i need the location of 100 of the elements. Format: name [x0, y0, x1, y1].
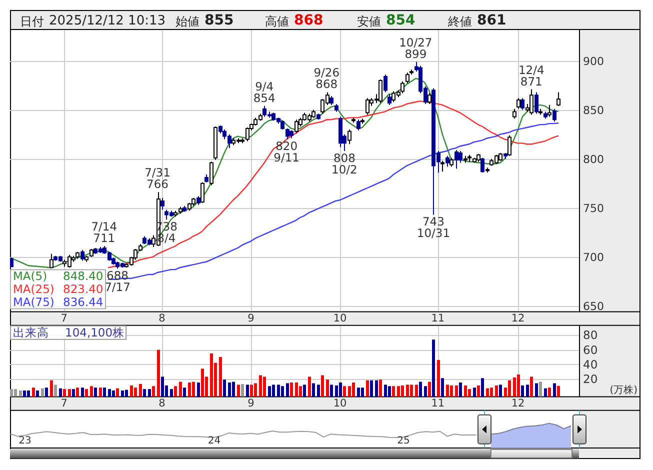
bar — [59, 388, 62, 397]
candlestick — [446, 155, 450, 168]
bar — [490, 388, 493, 397]
candlestick — [84, 255, 88, 262]
candlestick — [544, 111, 548, 120]
bar — [361, 388, 364, 397]
candlestick — [10, 257, 14, 268]
bar — [312, 383, 315, 397]
bar — [272, 384, 275, 397]
bar — [428, 382, 431, 397]
candlestick — [530, 88, 534, 116]
bar — [72, 389, 75, 397]
candlestick — [80, 249, 84, 262]
bar — [290, 382, 293, 397]
candlestick — [356, 119, 360, 131]
bar — [76, 388, 79, 397]
candlestick — [548, 104, 552, 118]
bar — [197, 382, 200, 397]
bar — [535, 383, 538, 397]
bar — [481, 378, 484, 397]
candlestick — [286, 128, 290, 140]
annotation: 688 7/17 — [104, 268, 130, 294]
bar — [148, 389, 151, 397]
bar — [317, 384, 320, 397]
annotation: 10/27 899 — [399, 35, 432, 61]
bar — [268, 386, 271, 397]
x-tick-label: 7 — [60, 398, 68, 410]
bar — [14, 389, 17, 397]
y-tick-label: 20 — [583, 372, 598, 386]
bar — [108, 389, 111, 397]
bar — [495, 385, 498, 397]
bar — [134, 388, 137, 397]
x-tick-label: 10 — [333, 398, 347, 410]
bar — [437, 360, 440, 397]
bar — [544, 388, 547, 397]
bar — [174, 386, 177, 397]
candlestick — [384, 74, 388, 93]
bar — [232, 382, 235, 397]
bar — [455, 385, 458, 397]
candlestick — [280, 120, 284, 130]
candlestick — [512, 108, 516, 120]
candlestick — [188, 202, 192, 212]
x-tick-label: 10 — [333, 312, 347, 325]
candlestick — [454, 150, 458, 170]
bar — [157, 350, 160, 397]
text: 高値 — [265, 14, 289, 28]
candlestick — [160, 198, 164, 210]
candlestick — [90, 248, 94, 258]
bar — [250, 384, 253, 397]
line-series — [10, 78, 559, 268]
x-tick-label: 24 — [208, 435, 221, 446]
y-tick-label: 700 — [583, 250, 604, 264]
bar — [179, 382, 182, 397]
bar — [188, 382, 191, 397]
bar — [259, 375, 262, 397]
bar — [557, 386, 560, 397]
x-tick-label: 12 — [511, 398, 525, 410]
annotation: 820 9/11 — [274, 139, 300, 165]
text: MA(25) — [13, 282, 54, 296]
candlestick — [538, 108, 542, 116]
bar — [424, 386, 427, 397]
bar — [161, 376, 164, 397]
bar — [121, 390, 124, 397]
x-tick-label: 7 — [60, 312, 68, 325]
bar — [326, 380, 329, 397]
bar — [32, 388, 35, 397]
annotation: 9/26 868 — [314, 66, 340, 92]
bar — [94, 388, 97, 397]
bar — [286, 383, 289, 397]
candlestick — [556, 92, 560, 106]
candlestick — [552, 108, 556, 122]
candlestick — [378, 78, 382, 104]
candlestick — [348, 128, 352, 145]
candlestick — [400, 80, 404, 94]
candlestick — [290, 130, 294, 139]
bar — [50, 380, 53, 397]
bar — [477, 385, 480, 397]
candlestick — [468, 154, 472, 162]
annotation: 9/4 854 — [253, 79, 276, 105]
y-tick-label: 80 — [583, 328, 598, 342]
bar — [81, 388, 84, 397]
x-tick-label: 23 — [18, 435, 32, 446]
x-tick-label: 8 — [158, 398, 166, 410]
annotation: 836.44 — [63, 295, 104, 310]
bar — [246, 384, 249, 397]
candlestick — [476, 153, 480, 162]
bar — [308, 376, 311, 397]
bar — [406, 384, 409, 397]
candlestick — [486, 167, 490, 174]
candlestick — [464, 155, 468, 164]
bar — [201, 368, 204, 397]
bar — [508, 380, 511, 397]
bar — [513, 377, 516, 397]
bar — [446, 384, 449, 397]
y-tick-label: 60 — [583, 342, 598, 357]
text: 861 — [477, 12, 506, 28]
bar — [410, 384, 413, 397]
x-tick-label: 8 — [158, 312, 166, 325]
bar — [103, 388, 106, 397]
text: 日付 — [20, 14, 44, 28]
